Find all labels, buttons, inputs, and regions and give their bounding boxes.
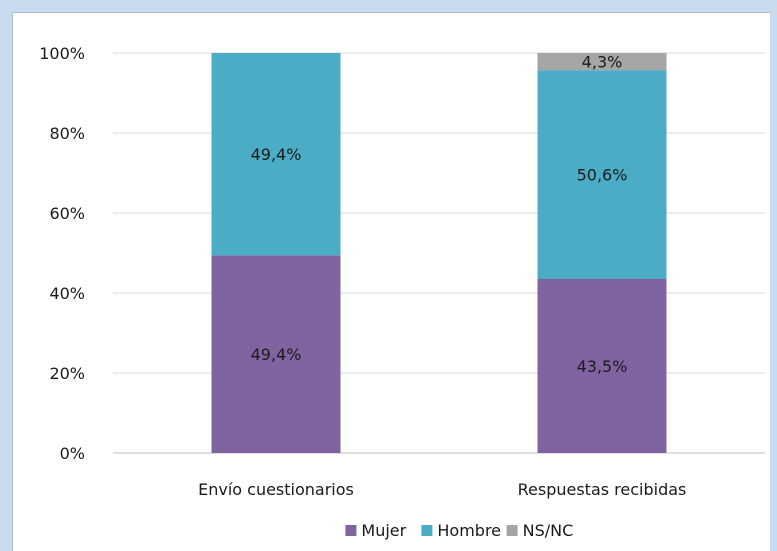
data-label: 50,6% <box>577 166 628 185</box>
legend-label: Hombre <box>437 521 501 540</box>
y-tick-label: 20% <box>49 364 85 383</box>
data-label: 49,4% <box>251 345 302 364</box>
y-tick-label: 60% <box>49 204 85 223</box>
bar-ns-nc-2 <box>537 53 667 71</box>
y-tick-label: 40% <box>49 284 85 303</box>
legend: Mujer Hombre NS/NC <box>345 521 573 540</box>
legend-label: NS/NC <box>523 521 574 540</box>
data-label: 43,5% <box>577 357 628 376</box>
y-tick-label: 100% <box>39 44 85 63</box>
y-tick-label: 80% <box>49 124 85 143</box>
data-labels: 49,4% 49,4% 43,5% 50,6% 4,3% <box>251 53 628 376</box>
legend-swatch <box>345 525 357 536</box>
bar-mujer-1 <box>211 255 341 453</box>
x-category-label: Respuestas recibidas <box>518 480 687 499</box>
stacked-bar-chart: 0%20%40%60%80%100% 49,4%49,4%43,5%50,6%4… <box>39 44 765 540</box>
data-label: 49,4% <box>251 145 302 164</box>
x-axis-category-labels: Envío cuestionarios Respuestas recibidas <box>198 480 686 499</box>
bars <box>211 53 667 453</box>
y-axis-tick-labels: 0% 20% 40% 60% 80% 100% <box>39 44 85 463</box>
bar-hombre-1 <box>211 53 341 256</box>
legend-label: Mujer <box>361 521 406 540</box>
chart-panel: 0% 20% 40% 60% 80% 100% 49,4% 49,4% 43,5% 50,6% 4… <box>12 12 770 551</box>
data-label: 4,3% <box>582 53 623 72</box>
gridlines <box>113 52 765 454</box>
legend-swatch <box>421 525 433 536</box>
legend-swatch <box>506 525 518 536</box>
y-tick-label: 0% <box>60 444 85 463</box>
bar-mujer-2 <box>537 279 667 453</box>
x-category-label: Envío cuestionarios <box>198 480 354 499</box>
bar-hombre-2 <box>537 70 667 279</box>
